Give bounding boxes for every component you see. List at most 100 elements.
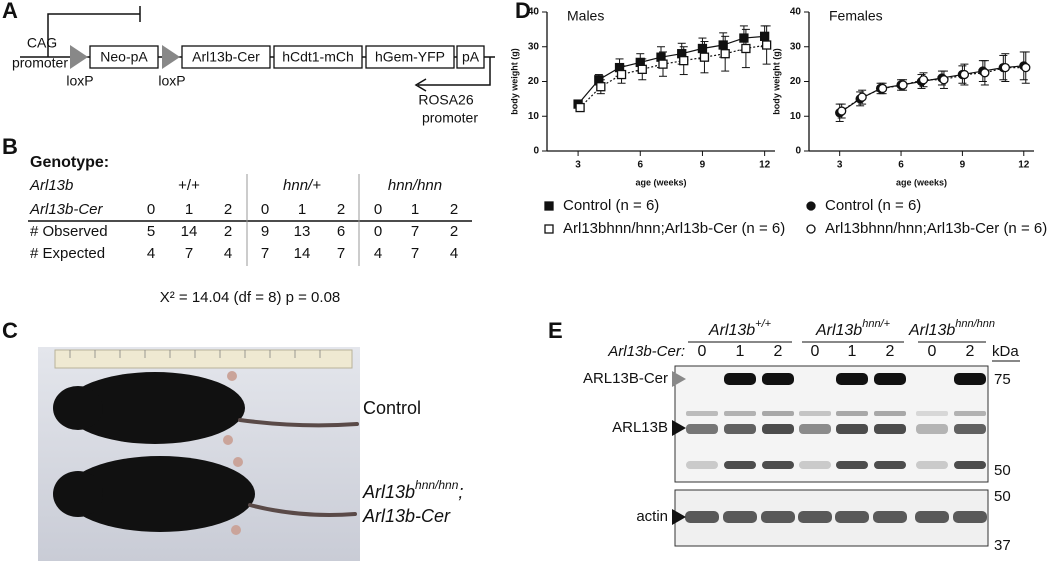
- band-label: actin: [636, 508, 668, 525]
- point: [980, 68, 990, 78]
- table-cell: 2: [450, 201, 458, 218]
- y-tick-label: 40: [528, 7, 540, 18]
- y-axis-label: body weight (g): [771, 48, 781, 115]
- band: [761, 511, 795, 523]
- point: [699, 52, 710, 62]
- series-line: [579, 44, 767, 108]
- point: [761, 40, 772, 50]
- gene: Arl13b: [362, 482, 415, 502]
- band: [686, 424, 718, 434]
- band-label: ARL13B: [612, 419, 668, 436]
- lane-label: 0: [698, 343, 707, 360]
- kda-title: kDa: [992, 343, 1019, 360]
- panel-label: E: [548, 318, 563, 343]
- x-tick-label: 6: [898, 160, 904, 171]
- point: [898, 80, 908, 90]
- table-cell: 1: [411, 201, 419, 218]
- series-line: [577, 35, 765, 105]
- y-tick-label: 40: [790, 7, 802, 18]
- point: [679, 56, 689, 66]
- table-cell: 4: [147, 245, 155, 262]
- band: [953, 511, 987, 523]
- table-title: Genotype:: [30, 154, 109, 171]
- band: [954, 411, 986, 416]
- promoter-label: ROSA26: [418, 92, 473, 108]
- point: [959, 69, 970, 80]
- band: [916, 461, 948, 469]
- band: [954, 424, 986, 434]
- band: [873, 511, 907, 523]
- point: [718, 40, 728, 50]
- y-tick-label: 10: [528, 111, 540, 122]
- gene: Arl13b: [908, 322, 955, 339]
- band: [799, 411, 831, 416]
- lane-label: 0: [811, 343, 820, 360]
- table-cell: 0: [147, 201, 155, 218]
- gene: Arl13b: [815, 322, 862, 339]
- band: [874, 424, 906, 434]
- allele: hnn/hnn: [955, 318, 995, 330]
- row-label: Arl13b-Cer: [29, 201, 104, 218]
- point: [877, 83, 888, 94]
- series-line: [841, 67, 1026, 112]
- loxp-label: loxP: [158, 73, 185, 89]
- group-label: hnn/+: [283, 177, 321, 194]
- band: [762, 411, 794, 416]
- chart-title: Females: [829, 8, 883, 24]
- y-tick-label: 20: [528, 76, 540, 87]
- mouse-photo: [38, 347, 360, 561]
- table-cell: 14: [294, 245, 311, 262]
- band: [762, 461, 794, 469]
- table-cell: 7: [261, 245, 269, 262]
- legend-label: Control (n = 6): [563, 197, 659, 214]
- x-tick-label: 6: [637, 160, 643, 171]
- band-label: ARL13B-Cer: [583, 370, 668, 387]
- series-line: [839, 65, 1024, 114]
- table-cell: 6: [337, 223, 345, 240]
- table-cell: 1: [185, 201, 193, 218]
- point: [616, 69, 627, 80]
- legend-marker: [806, 201, 816, 211]
- table-cell: 4: [374, 245, 382, 262]
- table-cell: 2: [337, 201, 345, 218]
- point: [837, 106, 847, 116]
- construct-box: [181, 45, 271, 69]
- allele: +/+: [755, 318, 771, 330]
- construct-elements: Neo-pA Arl13b-Cer hCdt1-mCh hGem-YFP pA: [89, 45, 485, 69]
- table-cell: 1: [298, 201, 306, 218]
- panel-label: C: [2, 318, 18, 343]
- band: [916, 411, 948, 416]
- promoter-label: CAG: [27, 35, 57, 51]
- band: [874, 461, 906, 469]
- loxp-label: loxP: [66, 73, 93, 89]
- point: [596, 82, 606, 92]
- y-tick-label: 30: [790, 41, 802, 52]
- table-cell: 0: [261, 201, 269, 218]
- band: [723, 511, 757, 523]
- lane-title: Arl13b-Cer:: [607, 343, 685, 360]
- group-label: +/+: [178, 177, 200, 194]
- legend-marker: [544, 201, 554, 211]
- band: [724, 461, 756, 469]
- panel-label: A: [2, 0, 18, 23]
- band: [836, 461, 868, 469]
- marker-label: 50: [994, 462, 1011, 479]
- group-label: Arl13b+/+: [708, 318, 772, 339]
- x-tick-label: 3: [575, 160, 581, 171]
- x-tick-label: 3: [837, 160, 843, 171]
- lane-label: 2: [886, 343, 895, 360]
- band: [762, 424, 794, 434]
- band: [954, 461, 986, 469]
- legend-label: Arl13bhnn/hnn;Arl13b-Cer (n = 6): [563, 220, 785, 237]
- point: [1000, 62, 1010, 73]
- table-cell: 2: [450, 223, 458, 240]
- row-label: Arl13b: [29, 177, 73, 194]
- marker-label: 37: [994, 537, 1011, 554]
- band: [686, 461, 718, 469]
- legend-label: Arl13bhnn/hnn;Arl13b-Cer (n = 6): [825, 220, 1047, 237]
- lane-label: 0: [928, 343, 937, 360]
- point: [658, 59, 668, 69]
- x-tick-label: 9: [700, 160, 706, 171]
